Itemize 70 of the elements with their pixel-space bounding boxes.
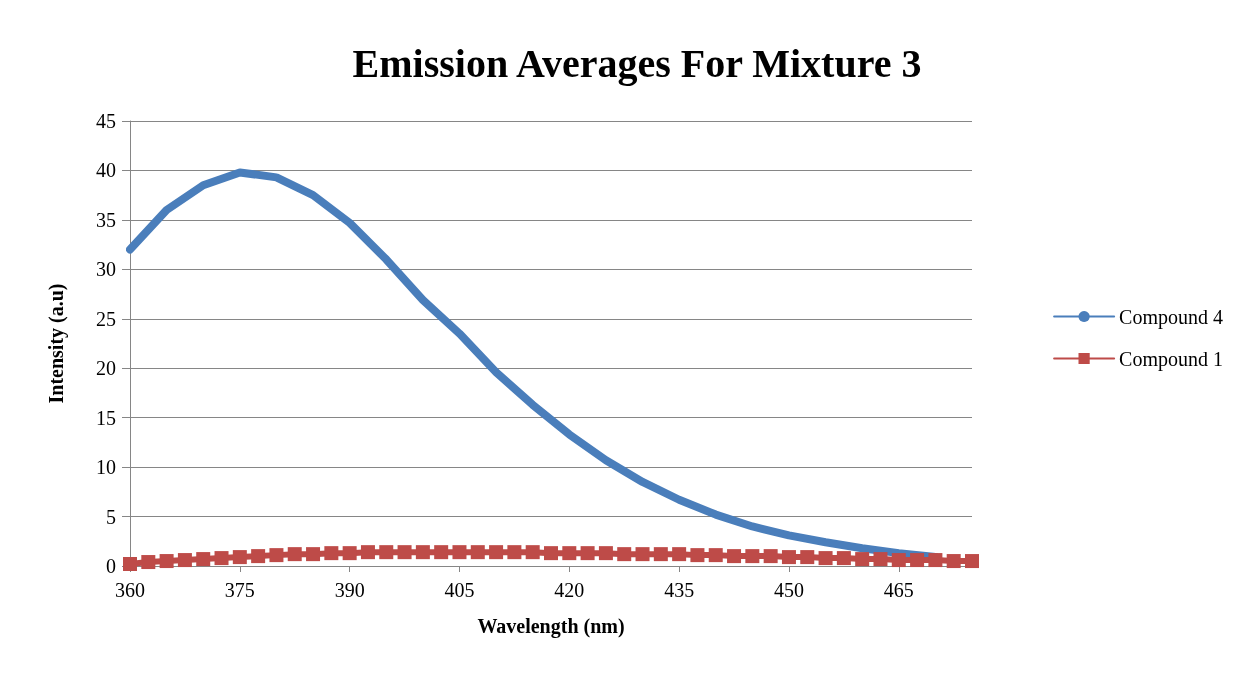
point — [745, 549, 760, 564]
point — [928, 553, 943, 568]
point — [342, 546, 357, 561]
point — [855, 552, 870, 567]
point — [324, 546, 339, 561]
y-tick-label: 5 — [106, 505, 116, 528]
y-tick-label: 10 — [96, 456, 116, 479]
point — [598, 546, 613, 561]
point — [690, 548, 705, 563]
point — [727, 549, 742, 564]
point — [525, 545, 540, 560]
point — [379, 545, 394, 560]
point — [489, 545, 504, 560]
point — [434, 545, 449, 560]
point — [159, 554, 174, 569]
point — [397, 545, 412, 560]
y-tick-label: 45 — [96, 110, 116, 132]
point — [177, 553, 192, 568]
point — [360, 545, 375, 560]
point — [818, 551, 833, 566]
point — [470, 545, 485, 560]
point — [287, 547, 302, 562]
y-tick-label: 20 — [96, 357, 116, 380]
y-axis-title: Intensity (a.u) — [45, 283, 68, 404]
point — [452, 545, 467, 560]
point — [141, 555, 156, 570]
y-tick-label: 25 — [96, 307, 116, 330]
point — [123, 557, 137, 572]
x-tick-label: 465 — [883, 579, 914, 601]
y-tick-label: 30 — [96, 258, 116, 281]
point — [580, 546, 595, 561]
legend-label: Compound 4 — [1119, 305, 1224, 329]
point — [415, 545, 430, 560]
x-tick-label: 390 — [334, 579, 365, 601]
point — [653, 547, 668, 562]
x-axis-title: Wavelength (nm) — [477, 615, 625, 638]
point — [836, 551, 851, 566]
point — [800, 550, 815, 565]
chart-title: Emission Averages For Mixture 3 — [352, 40, 922, 86]
point — [562, 546, 577, 561]
point — [232, 550, 247, 565]
point — [708, 548, 723, 563]
point — [544, 546, 558, 561]
point — [672, 547, 687, 562]
point — [306, 547, 321, 562]
point — [251, 549, 266, 564]
point — [196, 552, 211, 567]
point — [763, 549, 778, 564]
point — [910, 553, 925, 568]
point — [965, 554, 979, 569]
y-tick-label: 35 — [96, 208, 116, 231]
point — [873, 552, 888, 567]
x-tick-label: 360 — [115, 579, 145, 601]
legend-label: Compound 1 — [1119, 347, 1224, 371]
point — [946, 554, 961, 569]
x-tick-label: 405 — [444, 579, 475, 601]
point — [617, 547, 632, 562]
point — [781, 550, 796, 565]
x-tick-label: 450 — [773, 579, 804, 601]
point — [214, 551, 229, 566]
y-tick-label: 40 — [96, 159, 116, 182]
x-tick-label: 420 — [554, 579, 585, 601]
y-tick-label: 0 — [106, 555, 116, 577]
y-tick-label: 15 — [96, 406, 116, 429]
x-tick-label: 375 — [224, 579, 255, 601]
point — [891, 553, 906, 568]
point — [269, 548, 284, 563]
point — [635, 547, 650, 562]
x-tick-label: 435 — [664, 579, 695, 601]
point — [507, 545, 522, 560]
